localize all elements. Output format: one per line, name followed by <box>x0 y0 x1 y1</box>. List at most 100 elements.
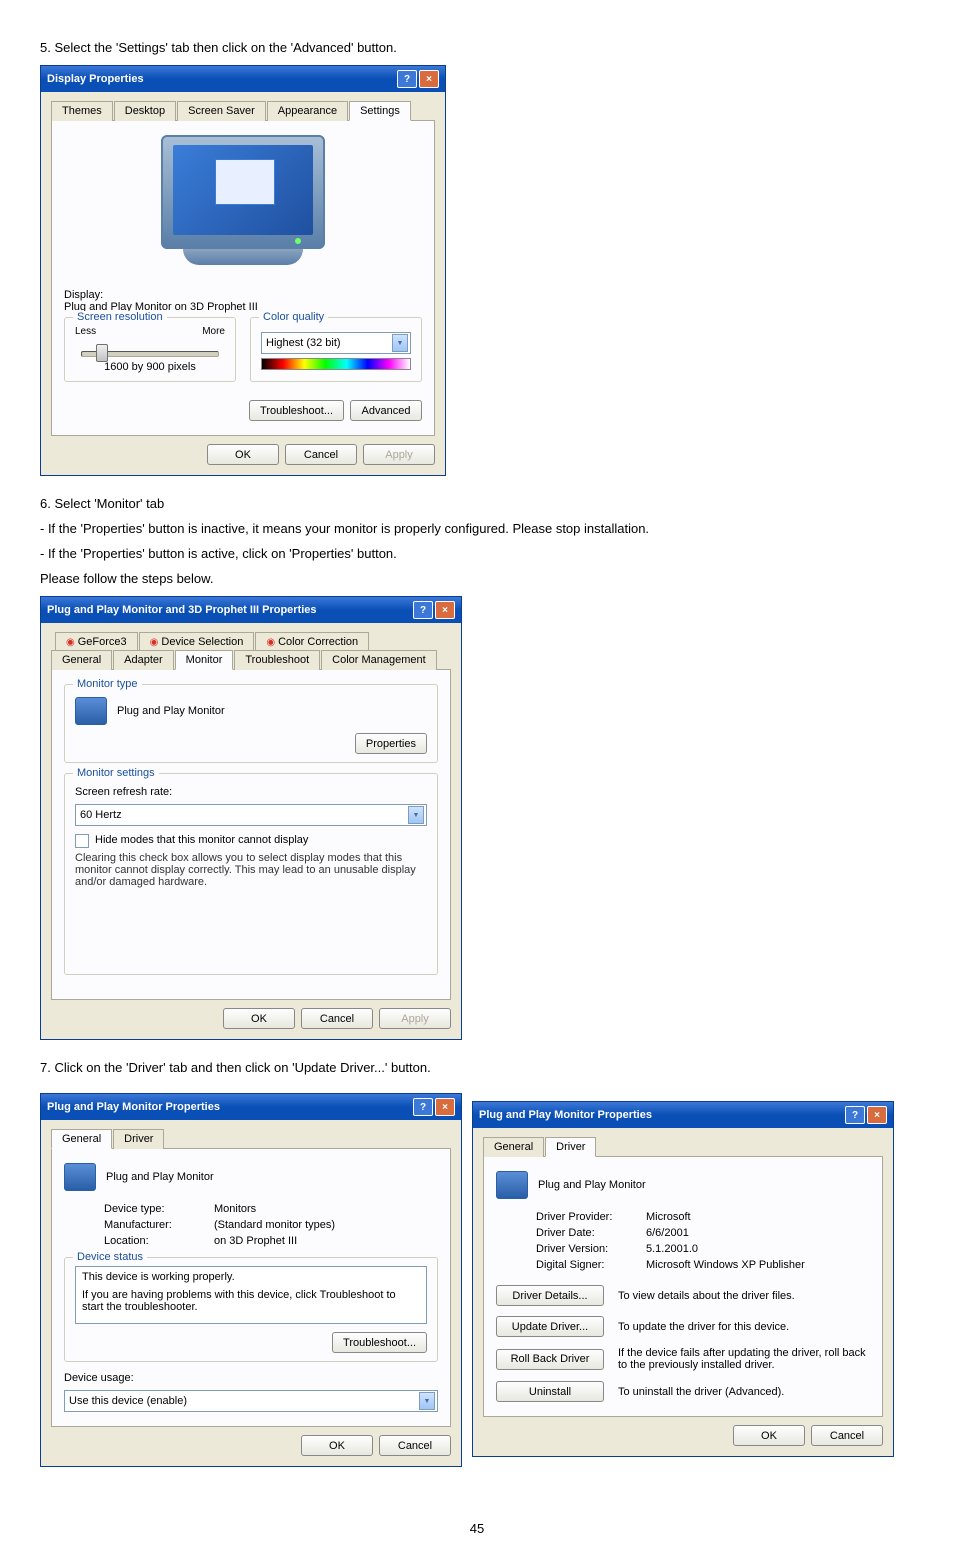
uninstall-info: To uninstall the driver (Advanced). <box>618 1386 870 1398</box>
tab-settings[interactable]: Settings <box>349 101 411 121</box>
close-icon[interactable]: × <box>867 1106 887 1124</box>
chevron-down-icon[interactable]: ▼ <box>408 806 424 824</box>
driver-date-label: Driver Date: <box>536 1227 646 1239</box>
tab-driver[interactable]: Driver <box>113 1129 164 1149</box>
resolution-slider[interactable] <box>81 351 219 357</box>
status-line2: If you are having problems with this dev… <box>82 1289 420 1313</box>
device-status-label: Device status <box>73 1251 147 1263</box>
tab-themes[interactable]: Themes <box>51 101 113 121</box>
step-6d: Please follow the steps below. <box>40 571 914 586</box>
tab-color-management[interactable]: Color Management <box>321 650 437 670</box>
tab-desktop[interactable]: Desktop <box>114 101 176 121</box>
refresh-rate-value: 60 Hertz <box>80 809 122 821</box>
color-gradient-bar <box>261 358 411 370</box>
tab-device-selection[interactable]: ◉Device Selection <box>139 632 255 651</box>
tab-general[interactable]: General <box>51 1129 112 1149</box>
hide-modes-info: Clearing this check box allows you to se… <box>75 852 427 888</box>
step-6c: - If the 'Properties' button is active, … <box>40 546 914 561</box>
refresh-rate-dropdown[interactable]: 60 Hertz ▼ <box>75 804 427 826</box>
digital-signer-label: Digital Signer: <box>536 1259 646 1271</box>
monitor-type-value: Plug and Play Monitor <box>117 705 225 717</box>
apply-button[interactable]: Apply <box>379 1008 451 1029</box>
properties-button[interactable]: Properties <box>355 733 427 754</box>
nvidia-icon: ◉ <box>150 637 159 648</box>
location-label: Location: <box>104 1235 214 1247</box>
monitor-type-label: Monitor type <box>73 678 142 690</box>
nvidia-icon: ◉ <box>66 637 75 648</box>
ok-button[interactable]: OK <box>223 1008 295 1029</box>
close-icon[interactable]: × <box>435 1098 455 1116</box>
resolution-value: 1600 by 900 pixels <box>75 361 225 373</box>
help-icon[interactable]: ? <box>397 70 417 88</box>
monitor-properties-dialog: Plug and Play Monitor and 3D Prophet III… <box>40 596 462 1040</box>
tab-troubleshoot[interactable]: Troubleshoot <box>234 650 320 670</box>
display-label: Display: <box>64 289 422 301</box>
tab-driver[interactable]: Driver <box>545 1137 596 1157</box>
driver-details-button[interactable]: Driver Details... <box>496 1285 604 1306</box>
hide-modes-checkbox[interactable] <box>75 834 89 848</box>
dialog-title: Plug and Play Monitor Properties <box>479 1109 652 1121</box>
cancel-button[interactable]: Cancel <box>811 1425 883 1446</box>
dialog-title: Display Properties <box>47 73 144 85</box>
help-icon[interactable]: ? <box>413 1098 433 1116</box>
step-6b: - If the 'Properties' button is inactive… <box>40 521 914 536</box>
tab-adapter[interactable]: Adapter <box>113 650 174 670</box>
screen-resolution-label: Screen resolution <box>73 311 167 323</box>
update-driver-button[interactable]: Update Driver... <box>496 1316 604 1337</box>
device-usage-dropdown[interactable]: Use this device (enable) ▼ <box>64 1390 438 1412</box>
device-usage-value: Use this device (enable) <box>69 1395 187 1407</box>
step-5: 5. Select the 'Settings' tab then click … <box>40 40 914 55</box>
color-quality-dropdown[interactable]: Highest (32 bit) ▼ <box>261 332 411 354</box>
dialog-title: Plug and Play Monitor and 3D Prophet III… <box>47 604 317 616</box>
chevron-down-icon[interactable]: ▼ <box>392 334 408 352</box>
ok-button[interactable]: OK <box>301 1435 373 1456</box>
driver-details-info: To view details about the driver files. <box>618 1290 870 1302</box>
step-6a: 6. Select 'Monitor' tab <box>40 496 914 511</box>
nvidia-icon: ◉ <box>266 637 275 648</box>
update-driver-info: To update the driver for this device. <box>618 1321 870 1333</box>
monitor-icon <box>64 1163 96 1191</box>
tab-general[interactable]: General <box>51 650 112 670</box>
device-usage-label: Device usage: <box>64 1372 438 1384</box>
monitor-preview <box>153 135 333 275</box>
tab-screensaver[interactable]: Screen Saver <box>177 101 266 121</box>
tab-geforce3[interactable]: ◉GeForce3 <box>55 632 138 651</box>
advanced-button[interactable]: Advanced <box>350 400 422 421</box>
close-icon[interactable]: × <box>419 70 439 88</box>
driver-provider-value: Microsoft <box>646 1211 691 1223</box>
ok-button[interactable]: OK <box>207 444 279 465</box>
cancel-button[interactable]: Cancel <box>301 1008 373 1029</box>
driver-version-label: Driver Version: <box>536 1243 646 1255</box>
titlebar: Display Properties ? × <box>41 66 445 92</box>
rollback-driver-button[interactable]: Roll Back Driver <box>496 1349 604 1370</box>
help-icon[interactable]: ? <box>413 601 433 619</box>
monitor-props-driver-dialog: Plug and Play Monitor Properties ? × Gen… <box>472 1101 894 1457</box>
apply-button[interactable]: Apply <box>363 444 435 465</box>
monitor-icon <box>75 697 107 725</box>
ok-button[interactable]: OK <box>733 1425 805 1446</box>
tab-color-correction[interactable]: ◉Color Correction <box>255 632 369 651</box>
uninstall-button[interactable]: Uninstall <box>496 1381 604 1402</box>
tabs: Themes Desktop Screen Saver Appearance S… <box>51 100 435 121</box>
page-number: 45 <box>40 1521 914 1536</box>
cancel-button[interactable]: Cancel <box>285 444 357 465</box>
close-icon[interactable]: × <box>435 601 455 619</box>
refresh-rate-label: Screen refresh rate: <box>75 786 427 798</box>
help-icon[interactable]: ? <box>845 1106 865 1124</box>
manufacturer-label: Manufacturer: <box>104 1219 214 1231</box>
driver-version-value: 5.1.2001.0 <box>646 1243 698 1255</box>
device-type-label: Device type: <box>104 1203 214 1215</box>
titlebar: Plug and Play Monitor Properties ? × <box>41 1094 461 1120</box>
troubleshoot-button[interactable]: Troubleshoot... <box>249 400 344 421</box>
tab-appearance[interactable]: Appearance <box>267 101 348 121</box>
color-quality-label: Color quality <box>259 311 328 323</box>
driver-date-value: 6/6/2001 <box>646 1227 689 1239</box>
tab-monitor[interactable]: Monitor <box>175 650 234 670</box>
more-label: More <box>202 326 225 337</box>
status-line1: This device is working properly. <box>82 1271 420 1283</box>
tab-general[interactable]: General <box>483 1137 544 1157</box>
cancel-button[interactable]: Cancel <box>379 1435 451 1456</box>
chevron-down-icon[interactable]: ▼ <box>419 1392 435 1410</box>
hide-modes-label: Hide modes that this monitor cannot disp… <box>95 834 308 846</box>
titlebar: Plug and Play Monitor and 3D Prophet III… <box>41 597 461 623</box>
